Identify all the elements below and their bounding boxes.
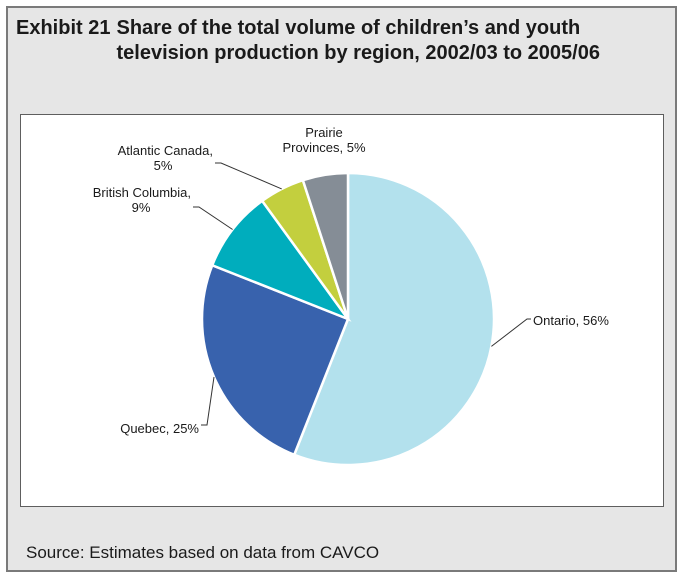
slice-label-ontario: Ontario, 56%	[533, 313, 609, 328]
plot-area: Ontario, 56% Quebec, 25% British Columbia,…	[20, 114, 664, 507]
slice-label-prairie-provinces: Prairie Provinces, 5%	[282, 125, 366, 155]
leader-line-atlantic-canada	[215, 162, 282, 190]
leader-line-ontario	[491, 318, 531, 347]
exhibit-title: Share of the total volume of children’s …	[116, 17, 600, 64]
slice-label-atlantic-canada: Atlantic Canada, 5%	[118, 143, 213, 173]
pie-chart: Ontario, 56% Quebec, 25% British Columbia,…	[93, 125, 609, 467]
chart-title: Exhibit 21 Share of the total volume of …	[16, 16, 666, 66]
leader-line-quebec	[201, 376, 215, 426]
leader-line-british-columbia	[193, 206, 233, 230]
pie-slice-british-columbia	[210, 199, 352, 322]
pie-slice-prairie-provinces	[301, 171, 350, 320]
source-note: Source: Estimates based on data from CAV…	[26, 543, 380, 562]
slice-label-quebec: Quebec, 25%	[120, 421, 199, 436]
exhibit-label: Exhibit 21	[16, 17, 111, 39]
pie-slice-quebec	[200, 263, 350, 457]
slice-label-british-columbia: British Columbia, 9%	[93, 185, 191, 215]
